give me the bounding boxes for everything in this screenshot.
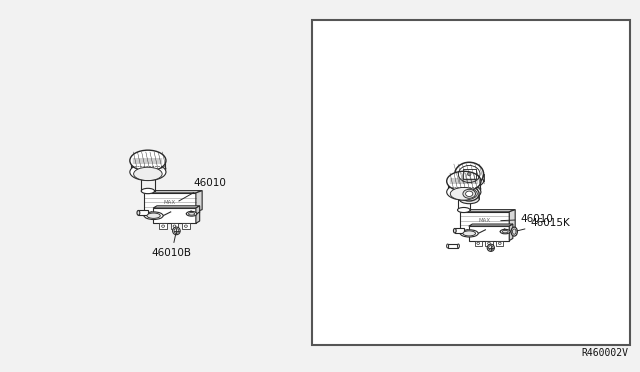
Polygon shape [468, 224, 513, 226]
Ellipse shape [130, 150, 166, 171]
Ellipse shape [460, 195, 479, 204]
Polygon shape [153, 206, 200, 208]
Ellipse shape [454, 228, 456, 233]
Bar [455, 228, 464, 233]
Circle shape [467, 172, 471, 176]
Bar [312, 20, 630, 345]
Ellipse shape [186, 211, 197, 216]
Ellipse shape [141, 188, 154, 194]
Bar [460, 212, 509, 230]
Ellipse shape [447, 244, 449, 248]
Text: MAX: MAX [164, 200, 176, 205]
Bar [153, 208, 196, 223]
Ellipse shape [451, 187, 477, 200]
Text: 46010: 46010 [179, 179, 227, 201]
Polygon shape [509, 210, 515, 230]
Ellipse shape [502, 230, 508, 233]
Polygon shape [196, 190, 202, 212]
Circle shape [173, 227, 180, 235]
Bar [143, 193, 196, 212]
Bar [485, 241, 493, 246]
Bar [159, 223, 167, 229]
Ellipse shape [455, 175, 484, 187]
Ellipse shape [144, 212, 163, 219]
Text: 46010B: 46010B [152, 234, 191, 258]
Ellipse shape [460, 230, 478, 237]
Circle shape [488, 246, 493, 250]
Ellipse shape [137, 211, 140, 215]
Ellipse shape [511, 227, 517, 236]
Ellipse shape [458, 244, 460, 248]
Ellipse shape [132, 151, 164, 170]
Ellipse shape [455, 162, 484, 186]
Bar [458, 178, 469, 185]
Bar [496, 241, 504, 246]
Bar [447, 244, 458, 248]
Polygon shape [460, 210, 515, 212]
Polygon shape [196, 206, 200, 223]
Text: R460002V: R460002V [581, 348, 628, 358]
Ellipse shape [188, 212, 195, 215]
Bar [171, 223, 179, 229]
Ellipse shape [463, 189, 476, 198]
Text: 46010: 46010 [500, 214, 554, 224]
Ellipse shape [463, 231, 476, 236]
Text: MAX: MAX [479, 218, 491, 223]
Ellipse shape [130, 163, 166, 180]
Ellipse shape [134, 167, 162, 180]
Bar [142, 157, 154, 164]
Bar [463, 169, 476, 179]
Ellipse shape [500, 230, 510, 234]
Circle shape [487, 244, 495, 251]
Bar [182, 223, 189, 229]
Ellipse shape [147, 213, 160, 218]
Ellipse shape [460, 187, 479, 201]
Ellipse shape [513, 229, 516, 234]
Bar [468, 226, 509, 241]
Polygon shape [509, 224, 513, 241]
Ellipse shape [449, 172, 479, 190]
Polygon shape [143, 190, 202, 193]
Bar [138, 211, 148, 215]
Text: 46015K: 46015K [517, 218, 570, 231]
Bar [475, 241, 482, 246]
Circle shape [174, 228, 179, 233]
Ellipse shape [447, 171, 481, 191]
Ellipse shape [447, 184, 481, 200]
Ellipse shape [458, 208, 470, 212]
Ellipse shape [466, 191, 473, 196]
